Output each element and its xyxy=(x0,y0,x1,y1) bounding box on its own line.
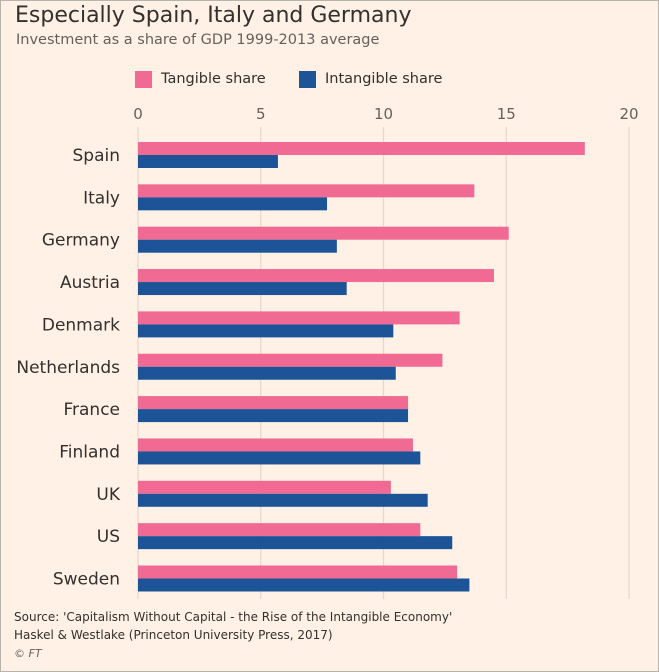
x-tick-label-5: 5 xyxy=(256,105,266,123)
bar-intangible-netherlands xyxy=(138,366,396,380)
legend-label-intangible: Intangible share xyxy=(325,71,443,87)
bar-tangible-finland xyxy=(138,438,413,452)
legend-item-intangible: Intangible share xyxy=(299,69,442,89)
bar-tangible-austria xyxy=(138,269,494,283)
category-label-finland: Finland xyxy=(59,442,120,462)
legend-label-tangible: Tangible share xyxy=(161,71,266,87)
bar-tangible-denmark xyxy=(138,311,460,325)
category-label-us: US xyxy=(97,527,120,547)
legend-swatch-tangible xyxy=(135,70,152,88)
ft-credit: © FT xyxy=(14,647,42,660)
bar-intangible-germany xyxy=(138,239,337,253)
legend-swatch-intangible xyxy=(299,70,316,88)
category-label-austria: Austria xyxy=(60,273,120,293)
bar-tangible-germany xyxy=(138,226,509,240)
bar-tangible-uk xyxy=(138,480,391,494)
source-line-1: Source: 'Capitalism Without Capital - th… xyxy=(14,610,453,624)
bar-intangible-denmark xyxy=(138,324,394,338)
chart-subtitle: Investment as a share of GDP 1999-2013 a… xyxy=(16,32,380,48)
bar-intangible-france xyxy=(138,409,409,423)
bar-intangible-italy xyxy=(138,197,328,211)
x-tick-label-20: 20 xyxy=(619,105,638,123)
category-label-sweden: Sweden xyxy=(53,570,120,590)
bar-tangible-spain xyxy=(138,142,585,155)
legend-item-tangible: Tangible share xyxy=(135,69,266,89)
bar-intangible-finland xyxy=(138,451,421,465)
category-label-italy: Italy xyxy=(83,188,120,208)
bar-intangible-sweden xyxy=(138,578,470,592)
bar-tangible-italy xyxy=(138,184,475,198)
category-label-denmark: Denmark xyxy=(42,315,120,335)
x-tick-label-15: 15 xyxy=(497,105,516,123)
x-tick-label-0: 0 xyxy=(133,105,143,123)
bar-tangible-us xyxy=(138,523,421,537)
x-tick-label-10: 10 xyxy=(374,105,393,123)
category-label-netherlands: Netherlands xyxy=(16,358,120,378)
source-line-2: Haskel & Westlake (Princeton University … xyxy=(14,628,333,642)
category-label-uk: UK xyxy=(96,485,120,505)
category-label-germany: Germany xyxy=(42,231,120,251)
chart-title: Especially Spain, Italy and Germany xyxy=(15,3,412,28)
bar-tangible-sweden xyxy=(138,565,458,579)
bar-tangible-france xyxy=(138,396,409,410)
bar-intangible-austria xyxy=(138,282,347,296)
bar-intangible-us xyxy=(138,536,453,550)
category-label-france: France xyxy=(63,400,120,420)
bar-intangible-uk xyxy=(138,493,428,507)
bar-intangible-spain xyxy=(138,155,278,168)
category-label-spain: Spain xyxy=(73,146,121,166)
bar-tangible-netherlands xyxy=(138,353,443,367)
